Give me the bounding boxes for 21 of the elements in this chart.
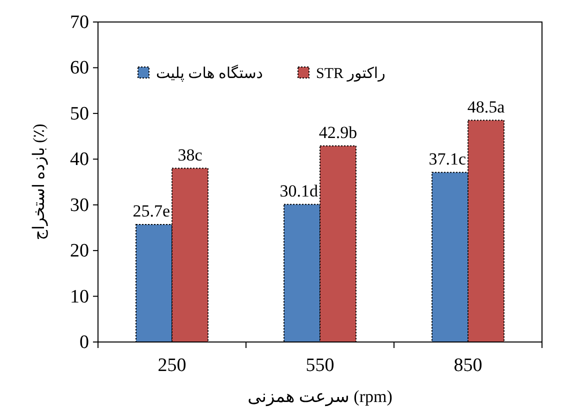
- x-tick-label: 550: [306, 355, 334, 376]
- x-tick-label: 850: [454, 355, 482, 376]
- legend-label: دستگاه هات پلیت: [156, 64, 263, 82]
- x-axis-title: سرعت همزنی (rpm): [248, 387, 392, 407]
- data-label: 48.5a: [467, 97, 506, 116]
- y-tick-label: 0: [80, 332, 89, 353]
- y-tick-label: 60: [70, 58, 89, 79]
- data-label: 25.7e: [132, 202, 170, 221]
- y-tick-label: 50: [70, 103, 89, 124]
- y-tick-label: 20: [70, 240, 89, 262]
- y-axis-title: بازده استخراج (٪): [31, 124, 48, 240]
- y-tick-label: 40: [70, 149, 89, 170]
- y-tick-label: 30: [70, 194, 89, 216]
- y-tick-label: 70: [70, 12, 89, 33]
- x-tick-label: 250: [158, 355, 186, 376]
- legend-label: راکتور STR: [316, 66, 386, 82]
- data-label: 42.9b: [318, 122, 358, 142]
- data-label: 30.1d: [280, 181, 318, 200]
- y-tick-label: 10: [70, 286, 89, 308]
- data-label: 38c: [178, 145, 203, 164]
- data-label: 37.1c: [428, 149, 466, 168]
